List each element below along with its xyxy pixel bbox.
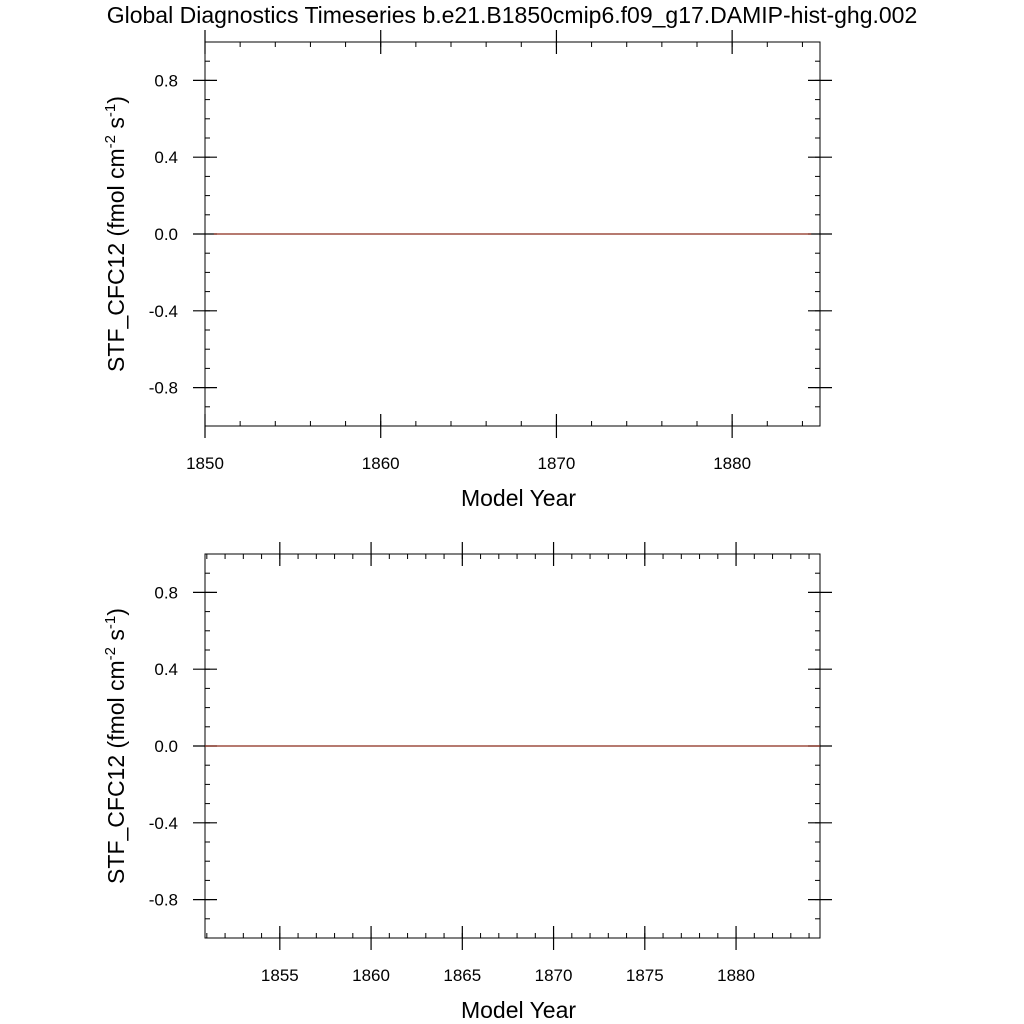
- x-tick-label: 1870: [535, 966, 573, 985]
- x-tick-label: 1880: [713, 454, 751, 473]
- y-tick-label: 0.4: [154, 660, 178, 679]
- page-title: Global Diagnostics Timeseries b.e21.B185…: [106, 2, 918, 28]
- y-tick-label: 0.0: [154, 225, 178, 244]
- x-tick-label: 1875: [626, 966, 664, 985]
- y-tick-label: -0.8: [149, 891, 178, 910]
- x-tick-label: 1855: [261, 966, 299, 985]
- y-axis-title: STF_CFC12 (fmol cm-2 s-1): [102, 96, 129, 372]
- y-tick-label: -0.4: [149, 302, 178, 321]
- x-tick-label: 1870: [538, 454, 576, 473]
- y-tick-label: -0.8: [149, 379, 178, 398]
- x-tick-label: 1880: [717, 966, 755, 985]
- chart-panel-1: 1850 1860 1870 1880 -0.8 -0.4 0.0 0.4 0.8 Model Y…: [102, 30, 832, 511]
- y-tick-label: 0.0: [154, 737, 178, 756]
- y-tick-label: 0.4: [154, 148, 178, 167]
- x-tick-label: 1860: [362, 454, 400, 473]
- y-tick-label: -0.4: [149, 814, 178, 833]
- x-tick-label: 1865: [443, 966, 481, 985]
- y-axis-title: STF_CFC12 (fmol cm-2 s-1): [102, 608, 129, 884]
- x-axis-title: Model Year: [461, 997, 576, 1023]
- x-tick-label: 1860: [352, 966, 390, 985]
- y-tick-label: 0.8: [154, 583, 178, 602]
- x-axis-title: Model Year: [461, 485, 576, 511]
- y-tick-label: 0.8: [154, 71, 178, 90]
- x-tick-label: 1850: [186, 454, 224, 473]
- chart-panel-2: 1855 1860 1865 1870 1875 1880 -0.8 -0.4 0.0 0.4 0.…: [102, 542, 832, 1023]
